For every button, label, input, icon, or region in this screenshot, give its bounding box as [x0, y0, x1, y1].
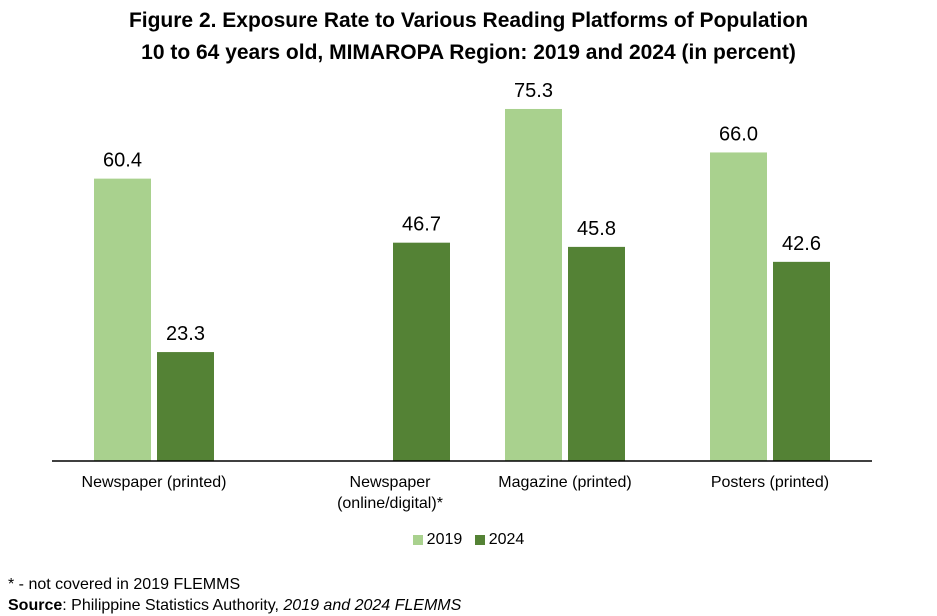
category-label-posters-printed: Posters (printed) [711, 474, 829, 491]
data-label-2024-posters-printed: 42.6 [782, 233, 821, 255]
legend-swatch-2019 [412, 535, 423, 545]
bar-2024-posters-printed [773, 261, 830, 461]
bar-chart: 60.4 23.3 Newspaper (printed) 46.7 Newspaper… [52, 80, 872, 512]
data-label-2019-magazine-printed: 75.3 [514, 80, 553, 102]
footnote-source: Source: Philippine Statistics Authority,… [8, 595, 461, 616]
bar-2019-magazine-printed [505, 108, 562, 461]
bar-2024-newspaper-printed [157, 352, 214, 461]
data-label-2024-newspaper-printed: 23.3 [166, 323, 205, 345]
data-label-2019-newspaper-printed: 60.4 [103, 150, 142, 172]
legend-label-2019: 2019 [426, 531, 463, 548]
bar-2024-newspaper-online-digital [393, 242, 450, 461]
footnote: * - not covered in 2019 FLEMMS Source: P… [8, 574, 461, 616]
bar-2024-magazine-printed [568, 246, 625, 461]
bar-2019-posters-printed [710, 152, 767, 461]
category-label-newspaper-online-digital-line-2: (online/digital)* [337, 495, 443, 512]
data-label-2019-posters-printed: 66.0 [719, 123, 758, 145]
chart-title-line-1: Figure 2. Exposure Rate to Various Readi… [128, 9, 809, 32]
source-text: : Philippine Statistics Authority, [62, 597, 284, 614]
bar-2019-newspaper-printed [94, 178, 151, 461]
footnote-note: * - not covered in 2019 FLEMMS [8, 576, 241, 593]
legend-swatch-2024 [474, 535, 485, 545]
chart-title: Figure 2. Exposure Rate to Various Readi… [0, 5, 937, 69]
chart-legend: 2019 2024 [0, 531, 937, 550]
source-italic: 2019 and 2024 FLEMMS [283, 597, 462, 614]
data-label-2024-newspaper-online-digital: 46.7 [402, 214, 441, 236]
source-label: Source [8, 597, 63, 614]
category-label-newspaper-printed: Newspaper (printed) [82, 474, 227, 491]
legend-item-2019: 2019 [412, 531, 463, 549]
data-label-2024-magazine-printed: 45.8 [577, 218, 616, 240]
category-label-magazine-printed: Magazine (printed) [498, 474, 631, 491]
chart-title-line-2: 10 to 64 years old, MIMAROPA Region: 201… [141, 41, 796, 64]
legend-item-2024: 2024 [474, 531, 525, 549]
category-label-newspaper-online-digital-line-1: Newspaper [350, 474, 432, 491]
legend-label-2024: 2024 [488, 531, 525, 548]
